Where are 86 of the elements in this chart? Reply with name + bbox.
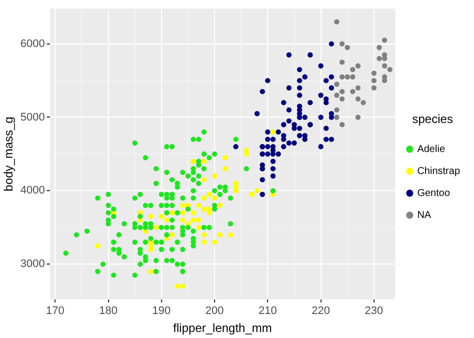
point [339, 88, 345, 94]
point [254, 188, 260, 194]
point [371, 70, 377, 76]
point [206, 192, 212, 197]
point [217, 202, 222, 208]
y-tick-label: 5000 [20, 111, 45, 124]
x-tick-label: 170 [46, 305, 64, 318]
point [196, 217, 202, 223]
point [228, 232, 234, 238]
point [355, 63, 361, 68]
point [180, 210, 186, 216]
legend-title: species [412, 112, 453, 126]
point [212, 195, 218, 201]
legend-label: Adelie [417, 144, 446, 155]
point [222, 155, 228, 160]
point [154, 224, 159, 230]
point [334, 82, 340, 87]
point [180, 202, 186, 208]
point [339, 60, 345, 65]
point [148, 268, 154, 274]
point [201, 158, 207, 164]
point [212, 240, 218, 245]
point [158, 214, 164, 220]
point [334, 19, 340, 24]
point [201, 240, 207, 245]
legend-label: Gentoo [417, 188, 450, 199]
point [190, 158, 196, 164]
point [350, 74, 356, 80]
point [169, 210, 175, 216]
y-axis-title: body_mass_g [2, 116, 16, 192]
point [206, 210, 212, 216]
point [371, 78, 377, 84]
point [360, 100, 366, 106]
point [339, 41, 345, 46]
x-tick-label: 200 [205, 305, 224, 318]
point [355, 114, 361, 120]
point [350, 66, 356, 72]
point [169, 232, 175, 238]
point [196, 224, 202, 230]
point [344, 74, 350, 80]
legend-label: Chinstrap [417, 166, 460, 177]
point [334, 92, 340, 98]
point [371, 85, 377, 91]
point [212, 173, 218, 179]
point [233, 188, 238, 194]
point [201, 195, 207, 201]
point [339, 122, 345, 128]
point [339, 74, 345, 80]
point [355, 85, 361, 91]
point [190, 217, 196, 223]
point [382, 63, 388, 68]
point [164, 217, 170, 223]
point [344, 44, 350, 50]
point [196, 202, 202, 208]
point [222, 166, 228, 172]
point [174, 284, 180, 289]
point [201, 177, 207, 182]
point [339, 96, 345, 102]
point [190, 210, 196, 216]
point [387, 66, 392, 72]
point [382, 38, 388, 43]
y-tick-label: 6000 [20, 38, 45, 50]
point [376, 56, 382, 62]
point [355, 96, 361, 102]
y-tick-label: 4000 [20, 184, 45, 197]
point [180, 217, 186, 223]
point [217, 232, 222, 238]
point [249, 192, 254, 197]
point [180, 284, 186, 289]
legend-label: NA [417, 210, 432, 221]
x-axis-title: flipper_length_mm [173, 321, 272, 336]
point [334, 114, 340, 120]
x-tick-label: 220 [312, 305, 330, 318]
point [148, 214, 154, 220]
point [201, 232, 207, 238]
point [270, 129, 276, 135]
x-tick-label: 210 [258, 305, 277, 318]
x-tick-label: 180 [99, 305, 118, 318]
point [334, 107, 340, 113]
point [376, 44, 382, 50]
point [201, 206, 207, 212]
x-tick-label: 230 [364, 305, 384, 318]
y-tick-label: 3000 [20, 258, 45, 270]
point [350, 88, 356, 94]
point [95, 243, 100, 248]
x-tick-label: 190 [152, 305, 171, 318]
